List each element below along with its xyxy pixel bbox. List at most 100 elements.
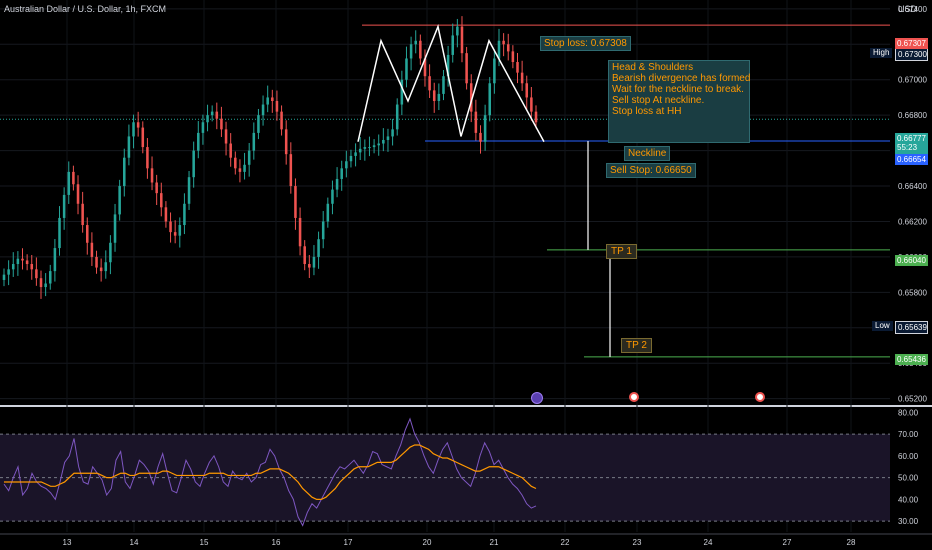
candle-body	[280, 111, 283, 130]
candle-body	[146, 147, 149, 169]
candle-body	[511, 51, 515, 63]
candle-body	[53, 248, 57, 272]
stop-loss-label[interactable]: Stop loss: 0.67308	[540, 36, 631, 51]
candle-body	[289, 154, 293, 187]
candle-body	[395, 104, 399, 130]
tp1-label[interactable]: TP 1	[606, 244, 637, 259]
currency-label: USD	[898, 4, 918, 14]
candle-body	[525, 83, 529, 98]
time-tick-label: 20	[423, 538, 432, 547]
candle-body	[247, 150, 251, 165]
candle-body	[229, 143, 232, 158]
high-value: 0.67300	[895, 48, 928, 61]
candle-body	[76, 184, 80, 204]
callout-line: Bearish divergence has formed	[612, 73, 751, 84]
price-tick-label: 0.66400	[898, 182, 927, 191]
candle-body	[136, 122, 140, 128]
candle-body	[308, 264, 311, 268]
time-tick-label: 15	[200, 538, 209, 547]
candle-body	[150, 168, 154, 183]
candle-body	[275, 101, 279, 112]
candle-body	[460, 26, 464, 54]
rsi-tick-label: 30.00	[898, 517, 919, 526]
rsi-tick-label: 40.00	[898, 495, 919, 504]
candle-body	[400, 79, 404, 105]
tp2-tag: 0.65436	[895, 354, 928, 365]
candle-body	[58, 217, 61, 249]
tp1-tag: 0.66040	[895, 255, 928, 266]
candle-body	[197, 132, 200, 151]
candle-body	[95, 256, 98, 268]
price-tick-label: 0.67400	[898, 5, 927, 14]
rsi-line	[3, 417, 537, 527]
candle-body	[516, 62, 519, 73]
rsi-tick-label: 50.00	[898, 474, 919, 483]
sell-stop-label[interactable]: Sell Stop: 0.66650	[606, 163, 696, 178]
candle-body	[354, 152, 357, 156]
candle-body	[155, 182, 158, 194]
candle-body	[11, 264, 15, 270]
us-flag-event-icon[interactable]	[629, 392, 639, 402]
candle-body	[382, 139, 385, 144]
strategy-callout[interactable]: Head & Shoulders Bearish divergence has …	[608, 60, 750, 143]
candle-body	[271, 97, 274, 101]
candle-body	[48, 271, 52, 284]
candle-body	[104, 262, 108, 272]
candle-body	[90, 242, 94, 257]
candle-body	[187, 177, 191, 204]
tp2-label[interactable]: TP 2	[621, 338, 652, 353]
high-label: High	[870, 48, 893, 58]
candle-body	[391, 129, 394, 137]
time-tick-label: 17	[344, 538, 353, 547]
candle-body	[127, 136, 131, 158]
candle-body	[109, 242, 112, 263]
candle-body	[442, 76, 445, 94]
candle-body	[164, 207, 168, 222]
candle-body	[294, 186, 297, 218]
candle-body	[238, 168, 242, 172]
candle-body	[335, 178, 339, 190]
candle-body	[224, 129, 228, 144]
low-label: Low	[872, 321, 893, 331]
callout-line: Head & Shoulders	[612, 62, 694, 73]
neckline-label[interactable]: Neckline	[624, 146, 671, 161]
candle-body	[243, 164, 246, 172]
callout-line: Wait for the neckline to break.	[612, 84, 744, 95]
candle-body	[118, 186, 121, 215]
head-shoulders-pattern	[357, 24, 545, 143]
rsi-ma-line	[4, 444, 537, 500]
candle-body	[437, 93, 441, 101]
candle-body	[266, 97, 269, 105]
callout-line: Stop loss at HH	[612, 106, 682, 117]
time-tick-label: 24	[704, 538, 713, 547]
candle-body	[483, 115, 487, 142]
price-tick-label: 0.66200	[898, 217, 927, 226]
candle-body	[220, 118, 223, 130]
candle-body	[284, 129, 288, 155]
candle-body	[372, 145, 376, 148]
price-axis: 0.652000.654000.656000.658000.660000.662…	[898, 5, 927, 404]
candle-body	[419, 40, 422, 59]
candlestick-series	[2, 16, 538, 299]
current-price: 0.66777	[897, 134, 926, 143]
head-shoulders-zigzag	[357, 24, 545, 143]
us-flag-event-icon[interactable]	[755, 392, 765, 402]
candle-body	[113, 214, 117, 243]
time-tick-label: 14	[130, 538, 139, 547]
candle-body	[331, 189, 334, 204]
candle-body	[72, 171, 75, 185]
candle-body	[21, 258, 24, 261]
candle-body	[446, 54, 450, 77]
candle-body	[432, 90, 436, 101]
candle-body	[451, 35, 455, 55]
candle-body	[206, 115, 209, 123]
candle-body	[456, 26, 459, 36]
lightning-event-icon[interactable]	[531, 392, 543, 404]
candle-body	[534, 111, 538, 123]
candle-body	[257, 115, 260, 133]
candle-countdown: 55:23	[897, 143, 918, 152]
candle-body	[520, 72, 524, 84]
candle-body	[326, 203, 330, 222]
time-tick-label: 27	[783, 538, 792, 547]
